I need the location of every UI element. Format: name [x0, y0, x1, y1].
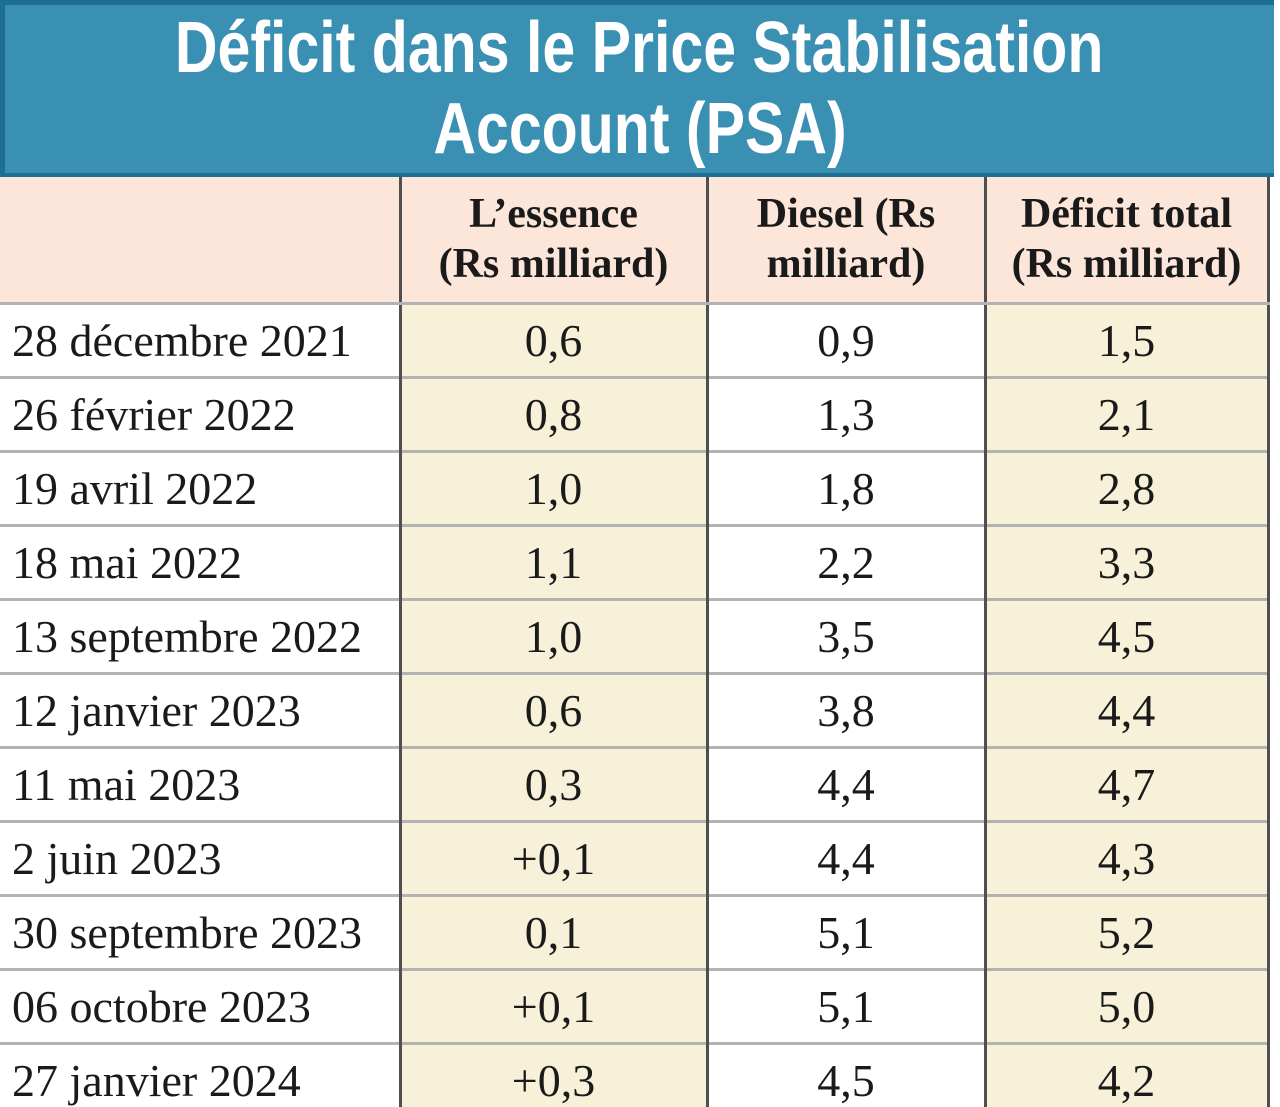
- column-header-diesel: Diesel (Rs milliard): [705, 177, 985, 305]
- table-row: 11 mai 2023 0,3 4,4 4,7: [0, 746, 1270, 822]
- date-cell: 06 octobre 2023: [0, 968, 400, 1044]
- table-row: 12 janvier 2023 0,6 3,8 4,4: [0, 672, 1270, 748]
- diesel-value-cell: 3,5: [705, 598, 985, 674]
- date-cell: 12 janvier 2023: [0, 672, 400, 748]
- essence-value-cell: +0,1: [398, 820, 707, 896]
- column-header-label: (Rs milliard): [1011, 240, 1242, 287]
- table-body: 28 décembre 2021 0,6 0,9 1,5 26 février 2022…: [0, 303, 1270, 1107]
- table-header-row: L’essence (Rs milliard) Diesel (Rs milli…: [0, 177, 1270, 305]
- date-cell: 18 mai 2022: [0, 524, 400, 600]
- diesel-value-cell: 5,1: [705, 894, 985, 970]
- date-cell: 11 mai 2023: [0, 746, 400, 822]
- date-cell: 26 février 2022: [0, 376, 400, 452]
- column-header-label: milliard): [766, 240, 926, 287]
- diesel-value-cell: 2,2: [705, 524, 985, 600]
- date-cell: 27 janvier 2024: [0, 1042, 400, 1107]
- table-row: 18 mai 2022 1,1 2,2 3,3: [0, 524, 1270, 600]
- total-value-cell: 5,2: [983, 894, 1270, 970]
- table-row: 30 septembre 2023 0,1 5,1 5,2: [0, 894, 1270, 970]
- essence-value-cell: +0,3: [398, 1042, 707, 1107]
- date-cell: 13 septembre 2022: [0, 598, 400, 674]
- essence-value-cell: 0,6: [398, 672, 707, 748]
- diesel-value-cell: 3,8: [705, 672, 985, 748]
- total-value-cell: 2,1: [983, 376, 1270, 452]
- table-row: 06 octobre 2023 +0,1 5,1 5,0: [0, 968, 1270, 1044]
- total-value-cell: 4,7: [983, 746, 1270, 822]
- total-value-cell: 5,0: [983, 968, 1270, 1044]
- diesel-value-cell: 0,9: [705, 303, 985, 378]
- essence-value-cell: 0,8: [398, 376, 707, 452]
- essence-value-cell: 0,6: [398, 303, 707, 378]
- essence-value-cell: 0,1: [398, 894, 707, 970]
- date-cell: 28 décembre 2021: [0, 303, 400, 378]
- column-header-essence: L’essence (Rs milliard): [398, 177, 707, 305]
- essence-value-cell: 0,3: [398, 746, 707, 822]
- essence-value-cell: 1,0: [398, 598, 707, 674]
- diesel-value-cell: 1,8: [705, 450, 985, 526]
- date-cell: 19 avril 2022: [0, 450, 400, 526]
- column-header-label: L’essence: [469, 190, 638, 237]
- column-header-date: [0, 177, 400, 305]
- table-row: 26 février 2022 0,8 1,3 2,1: [0, 376, 1270, 452]
- title-banner: Déficit dans le Price Stabilisation Acco…: [0, 0, 1274, 177]
- column-header-label: Déficit total: [1020, 190, 1233, 237]
- diesel-value-cell: 5,1: [705, 968, 985, 1044]
- total-value-cell: 4,3: [983, 820, 1270, 896]
- date-cell: 30 septembre 2023: [0, 894, 400, 970]
- total-value-cell: 2,8: [983, 450, 1270, 526]
- page-title-line-2: Account (PSA): [432, 89, 847, 169]
- essence-value-cell: 1,1: [398, 524, 707, 600]
- column-header-label: Diesel (Rs: [756, 190, 936, 237]
- diesel-value-cell: 4,4: [705, 820, 985, 896]
- diesel-value-cell: 4,5: [705, 1042, 985, 1107]
- total-value-cell: 4,4: [983, 672, 1270, 748]
- total-value-cell: 1,5: [983, 303, 1270, 378]
- total-value-cell: 3,3: [983, 524, 1270, 600]
- table-row: 27 janvier 2024 +0,3 4,5 4,2: [0, 1042, 1270, 1107]
- table-row: 13 septembre 2022 1,0 3,5 4,5: [0, 598, 1270, 674]
- column-header-deficit-total: Déficit total (Rs milliard): [983, 177, 1270, 305]
- table-row: 2 juin 2023 +0,1 4,4 4,3: [0, 820, 1270, 896]
- page-title-line-1: Déficit dans le Price Stabilisation: [175, 8, 1104, 88]
- essence-value-cell: 1,0: [398, 450, 707, 526]
- diesel-value-cell: 1,3: [705, 376, 985, 452]
- date-cell: 2 juin 2023: [0, 820, 400, 896]
- total-value-cell: 4,5: [983, 598, 1270, 674]
- table-row: 28 décembre 2021 0,6 0,9 1,5: [0, 303, 1270, 378]
- psa-data-table: L’essence (Rs milliard) Diesel (Rs milli…: [0, 177, 1270, 1107]
- diesel-value-cell: 4,4: [705, 746, 985, 822]
- total-value-cell: 4,2: [983, 1042, 1270, 1107]
- essence-value-cell: +0,1: [398, 968, 707, 1044]
- table-row: 19 avril 2022 1,0 1,8 2,8: [0, 450, 1270, 526]
- column-header-label: (Rs milliard): [438, 240, 669, 287]
